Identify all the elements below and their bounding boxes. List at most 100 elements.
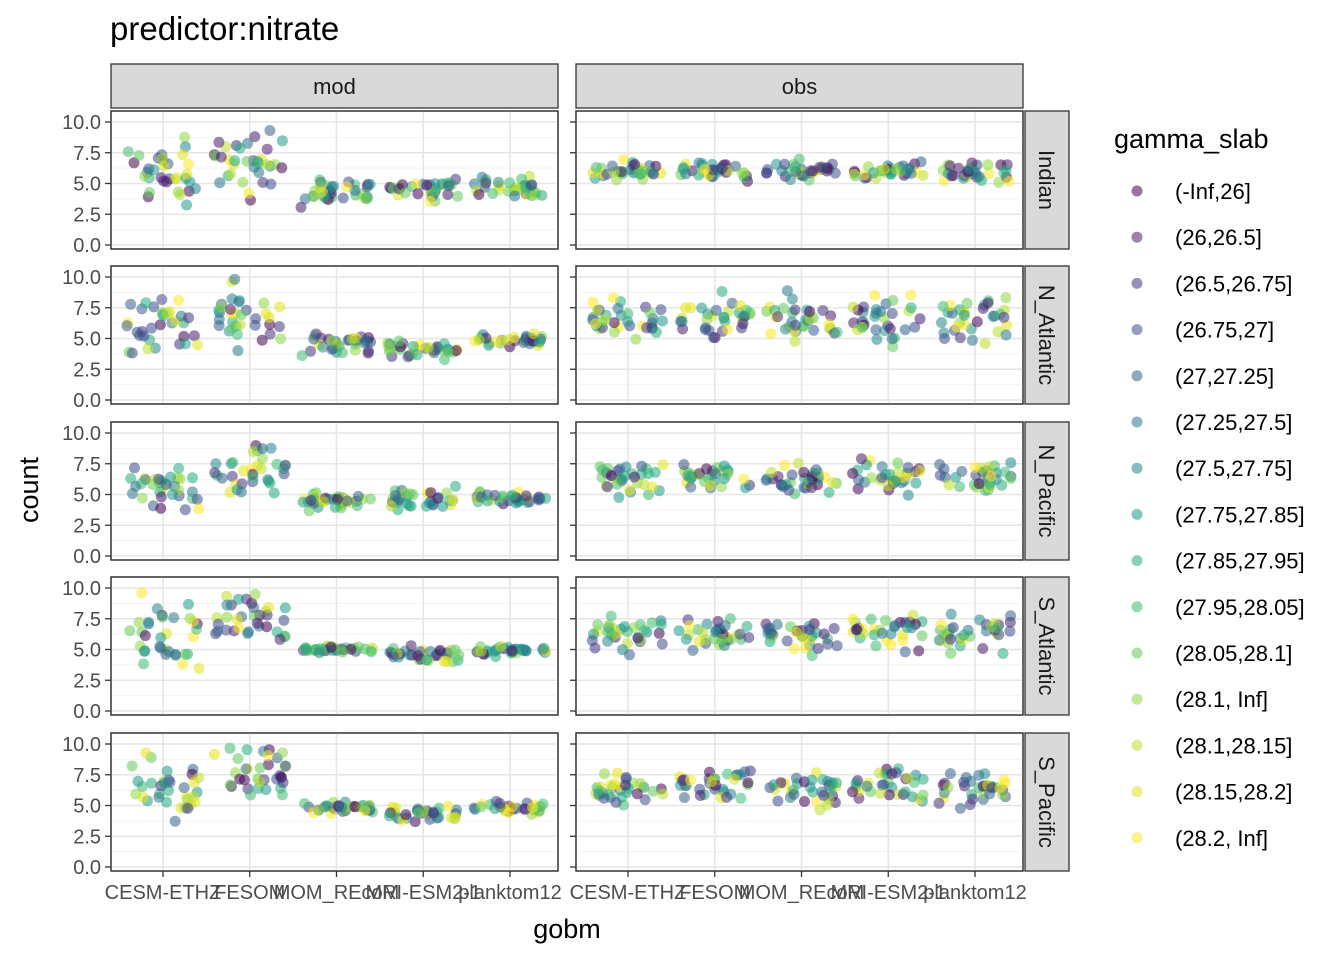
data-point	[999, 466, 1011, 478]
data-point	[768, 779, 780, 791]
panel-background	[110, 265, 559, 405]
data-point	[504, 177, 515, 189]
data-point	[352, 490, 364, 502]
data-point	[363, 345, 374, 357]
data-point	[655, 304, 667, 316]
legend-key	[1131, 462, 1143, 474]
data-point	[902, 462, 914, 474]
data-point	[973, 478, 985, 490]
data-point	[902, 772, 914, 784]
panel-border	[575, 110, 1024, 250]
data-point	[599, 314, 611, 326]
data-point	[851, 624, 863, 636]
data-point	[216, 301, 228, 313]
data-point	[736, 322, 748, 334]
data-point	[620, 772, 632, 783]
data-point	[337, 646, 349, 658]
data-point	[734, 300, 746, 312]
data-point	[876, 461, 888, 473]
legend-key	[1131, 370, 1143, 382]
data-point	[635, 168, 647, 180]
panel-border	[110, 576, 559, 716]
data-point	[495, 640, 507, 652]
data-point	[243, 187, 255, 199]
data-point	[126, 760, 138, 772]
data-point	[328, 180, 340, 192]
data-point	[277, 747, 288, 759]
data-point	[1000, 329, 1012, 341]
data-point	[971, 316, 983, 328]
y-tick-label: 5.0	[73, 174, 101, 196]
data-point	[240, 593, 252, 605]
data-point	[964, 163, 976, 175]
panel-mod-s_pacific: 0.0 2.5 5.0 7.5 10.0 CESM-ETHZFESOMMOM_REcoMM…	[62, 732, 562, 904]
data-point	[449, 644, 461, 656]
facet-strip-label: S_Atlantic	[1034, 596, 1059, 695]
data-point	[476, 171, 488, 183]
data-point	[818, 628, 830, 640]
facet-strip-label: obs	[782, 74, 817, 99]
data-point	[646, 481, 658, 493]
data-point	[823, 487, 835, 498]
data-point	[886, 308, 898, 319]
data-point	[234, 773, 246, 785]
data-point	[275, 333, 287, 345]
data-point	[983, 461, 995, 473]
data-point	[762, 164, 773, 176]
data-point	[279, 459, 291, 471]
data-point	[173, 294, 185, 306]
data-point	[276, 789, 288, 801]
data-point	[701, 463, 712, 475]
data-point	[452, 190, 464, 202]
data-point	[997, 648, 1009, 659]
data-point	[438, 338, 450, 350]
x-tick-label: CESM-ETHZ	[570, 882, 687, 904]
legend-item: (28.1, Inf]	[1131, 687, 1268, 712]
data-point	[300, 644, 312, 656]
data-point	[155, 632, 167, 644]
data-point	[917, 789, 929, 801]
data-point	[336, 347, 348, 359]
data-point	[351, 500, 363, 512]
data-point	[158, 160, 170, 172]
data-point	[346, 333, 358, 345]
data-point	[821, 799, 833, 811]
data-point	[850, 170, 861, 182]
data-point	[639, 794, 651, 806]
data-point	[253, 158, 264, 170]
data-point	[741, 620, 753, 632]
data-point	[804, 624, 816, 636]
data-point	[365, 646, 377, 658]
data-point	[261, 159, 273, 171]
data-point	[847, 613, 859, 625]
data-point	[950, 471, 962, 483]
data-point	[258, 297, 270, 309]
data-point	[602, 626, 614, 638]
legend-label: (27.95,28.05]	[1175, 595, 1305, 620]
legend-item: (28.2, Inf]	[1131, 826, 1268, 851]
legend-key	[1131, 508, 1143, 520]
data-point	[937, 300, 949, 312]
data-point	[271, 458, 283, 470]
data-point	[866, 472, 878, 484]
data-point	[644, 307, 656, 319]
y-tick-label: 2.5	[73, 826, 101, 848]
data-point	[945, 608, 957, 620]
data-point	[943, 479, 955, 491]
data-point	[694, 790, 706, 801]
panel-obs-indian	[570, 110, 1024, 250]
data-point	[411, 349, 423, 361]
data-point	[214, 177, 226, 189]
data-point	[954, 332, 966, 344]
y-tick-label: 2.5	[73, 670, 101, 692]
data-point	[424, 195, 436, 207]
data-point	[606, 160, 618, 172]
data-point	[789, 335, 801, 347]
y-tick-label: 7.5	[73, 765, 101, 787]
data-point	[136, 492, 148, 504]
data-point	[278, 614, 290, 626]
x-tick-label: planktom12	[458, 882, 561, 904]
data-point	[886, 333, 898, 345]
y-tick-label: 0.0	[73, 235, 101, 257]
data-point	[254, 762, 266, 774]
